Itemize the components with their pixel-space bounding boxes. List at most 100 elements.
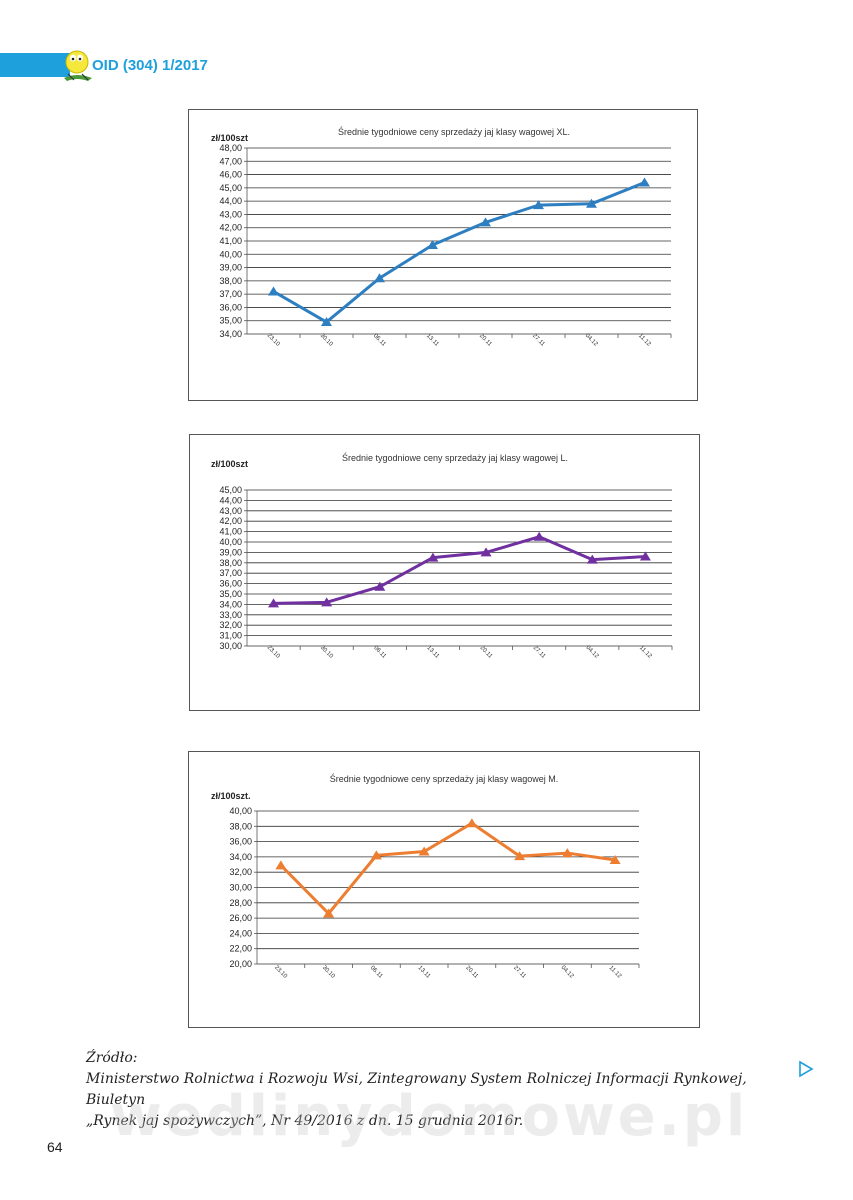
source-note: Źródło: Ministerstwo Rolnictwa i Rozwoju… <box>86 1048 786 1132</box>
data-point <box>427 552 439 562</box>
y-tick-label: 39,00 <box>219 263 242 273</box>
data-point <box>374 273 385 283</box>
series-line <box>279 821 616 916</box>
y-tick-label: 32,00 <box>219 620 242 630</box>
data-point <box>639 177 650 187</box>
chart-m: Średnie tygodniowe ceny sprzedaży jaj kl… <box>188 751 700 1028</box>
y-tick-label: 20,00 <box>229 959 252 969</box>
x-tick-label: 27.11 <box>512 965 527 980</box>
x-tick-label: 04.12 <box>560 965 575 980</box>
y-tick-label: 24,00 <box>229 928 252 938</box>
y-tick-label: 37,00 <box>219 568 242 578</box>
data-point <box>609 854 621 864</box>
y-tick-label: 45,00 <box>219 183 242 193</box>
source-line-2: „Rynek jaj spożywczych”, Nr 49/2016 z dn… <box>86 1113 524 1129</box>
data-point <box>533 200 544 210</box>
chart-svg: Średnie tygodniowe ceny sprzedaży jaj kl… <box>211 773 640 980</box>
chart-title: Średnie tygodniowe ceny sprzedaży jaj kl… <box>330 773 559 784</box>
x-tick-label: 06.11 <box>369 965 384 980</box>
y-tick-label: 35,00 <box>219 316 242 326</box>
watermark: wedlinydomowe.pl <box>110 1084 749 1149</box>
y-tick-label: 37,00 <box>219 289 242 299</box>
y-tick-label: 34,00 <box>219 599 242 609</box>
y-tick-label: 36,00 <box>229 837 252 847</box>
y-axis-label: zł/100szt <box>211 459 248 469</box>
data-point <box>639 551 651 561</box>
y-tick-label: 42,00 <box>219 516 242 526</box>
y-tick-label: 38,00 <box>219 276 242 286</box>
data-point <box>268 598 280 608</box>
x-tick-label: 13.11 <box>417 965 432 980</box>
y-tick-label: 45,00 <box>219 485 242 495</box>
y-tick-label: 42,00 <box>219 223 242 233</box>
x-tick-label: 23.10 <box>266 645 281 660</box>
x-tick-label: 11.12 <box>608 965 623 980</box>
x-tick-label: 23.10 <box>273 965 288 980</box>
series-line <box>272 181 646 324</box>
y-axis-label: zł/100szt. <box>211 791 251 801</box>
x-tick-label: 20.11 <box>479 645 494 660</box>
series-line <box>273 535 646 605</box>
x-tick-label: 30.10 <box>321 965 336 980</box>
x-tick-label: 06.11 <box>372 645 387 660</box>
x-tick-label: 04.12 <box>584 333 599 348</box>
y-tick-label: 40,00 <box>219 537 242 547</box>
y-tick-label: 30,00 <box>219 641 242 651</box>
y-tick-label: 34,00 <box>229 852 252 862</box>
y-tick-label: 43,00 <box>219 506 242 516</box>
data-point <box>514 851 526 861</box>
y-tick-label: 39,00 <box>219 547 242 557</box>
y-tick-label: 44,00 <box>219 196 242 206</box>
y-tick-label: 22,00 <box>229 944 252 954</box>
chart-title: Średnie tygodniowe ceny sprzedaży jaj kl… <box>342 452 568 463</box>
y-tick-label: 38,00 <box>229 821 252 831</box>
chart-xl: Średnie tygodniowe ceny sprzedaży jaj kl… <box>188 109 698 401</box>
y-tick-label: 44,00 <box>219 495 242 505</box>
x-tick-label: 04.12 <box>585 645 600 660</box>
data-point <box>561 848 573 858</box>
data-point <box>427 239 438 249</box>
x-tick-label: 27.11 <box>532 645 547 660</box>
y-tick-label: 38,00 <box>219 558 242 568</box>
journal-title: OID (304) 1/2017 <box>92 57 208 74</box>
page-number: 64 <box>47 1139 63 1155</box>
y-tick-label: 33,00 <box>219 610 242 620</box>
data-point <box>586 554 598 564</box>
data-point <box>321 597 333 607</box>
y-tick-label: 26,00 <box>229 913 252 923</box>
x-tick-label: 20.11 <box>478 333 493 348</box>
data-point <box>466 818 478 828</box>
y-tick-label: 36,00 <box>219 302 242 312</box>
source-label: Źródło: <box>86 1050 138 1066</box>
source-line-1: Ministerstwo Rolnictwa i Rozwoju Wsi, Zi… <box>86 1071 747 1108</box>
y-tick-label: 41,00 <box>219 527 242 537</box>
data-point <box>586 198 597 208</box>
y-tick-label: 32,00 <box>229 867 252 877</box>
data-point <box>480 547 492 557</box>
next-page-icon[interactable] <box>797 1060 815 1078</box>
chart-title: Średnie tygodniowe ceny sprzedaży jaj kl… <box>338 126 570 137</box>
data-point <box>480 217 491 227</box>
x-tick-label: 11.12 <box>638 645 653 660</box>
x-tick-label: 11.12 <box>637 333 652 348</box>
x-tick-label: 13.11 <box>425 645 440 660</box>
header-bar <box>0 53 70 77</box>
data-point <box>321 317 332 327</box>
y-tick-label: 41,00 <box>219 236 242 246</box>
chart-l: Średnie tygodniowe ceny sprzedaży jaj kl… <box>189 434 700 711</box>
chart-svg: Średnie tygodniowe ceny sprzedaży jaj kl… <box>211 452 673 660</box>
chick-logo-icon <box>64 50 92 81</box>
x-tick-label: 30.10 <box>319 333 334 348</box>
x-tick-label: 23.10 <box>266 333 281 348</box>
x-tick-label: 30.10 <box>319 645 334 660</box>
y-tick-label: 35,00 <box>219 589 242 599</box>
y-tick-label: 43,00 <box>219 209 242 219</box>
data-point <box>370 850 382 860</box>
y-tick-label: 36,00 <box>219 579 242 589</box>
y-tick-label: 34,00 <box>219 329 242 339</box>
data-point <box>275 860 287 870</box>
y-tick-label: 28,00 <box>229 898 252 908</box>
y-tick-label: 40,00 <box>229 806 252 816</box>
data-point <box>418 846 430 856</box>
x-tick-label: 20.11 <box>464 965 479 980</box>
